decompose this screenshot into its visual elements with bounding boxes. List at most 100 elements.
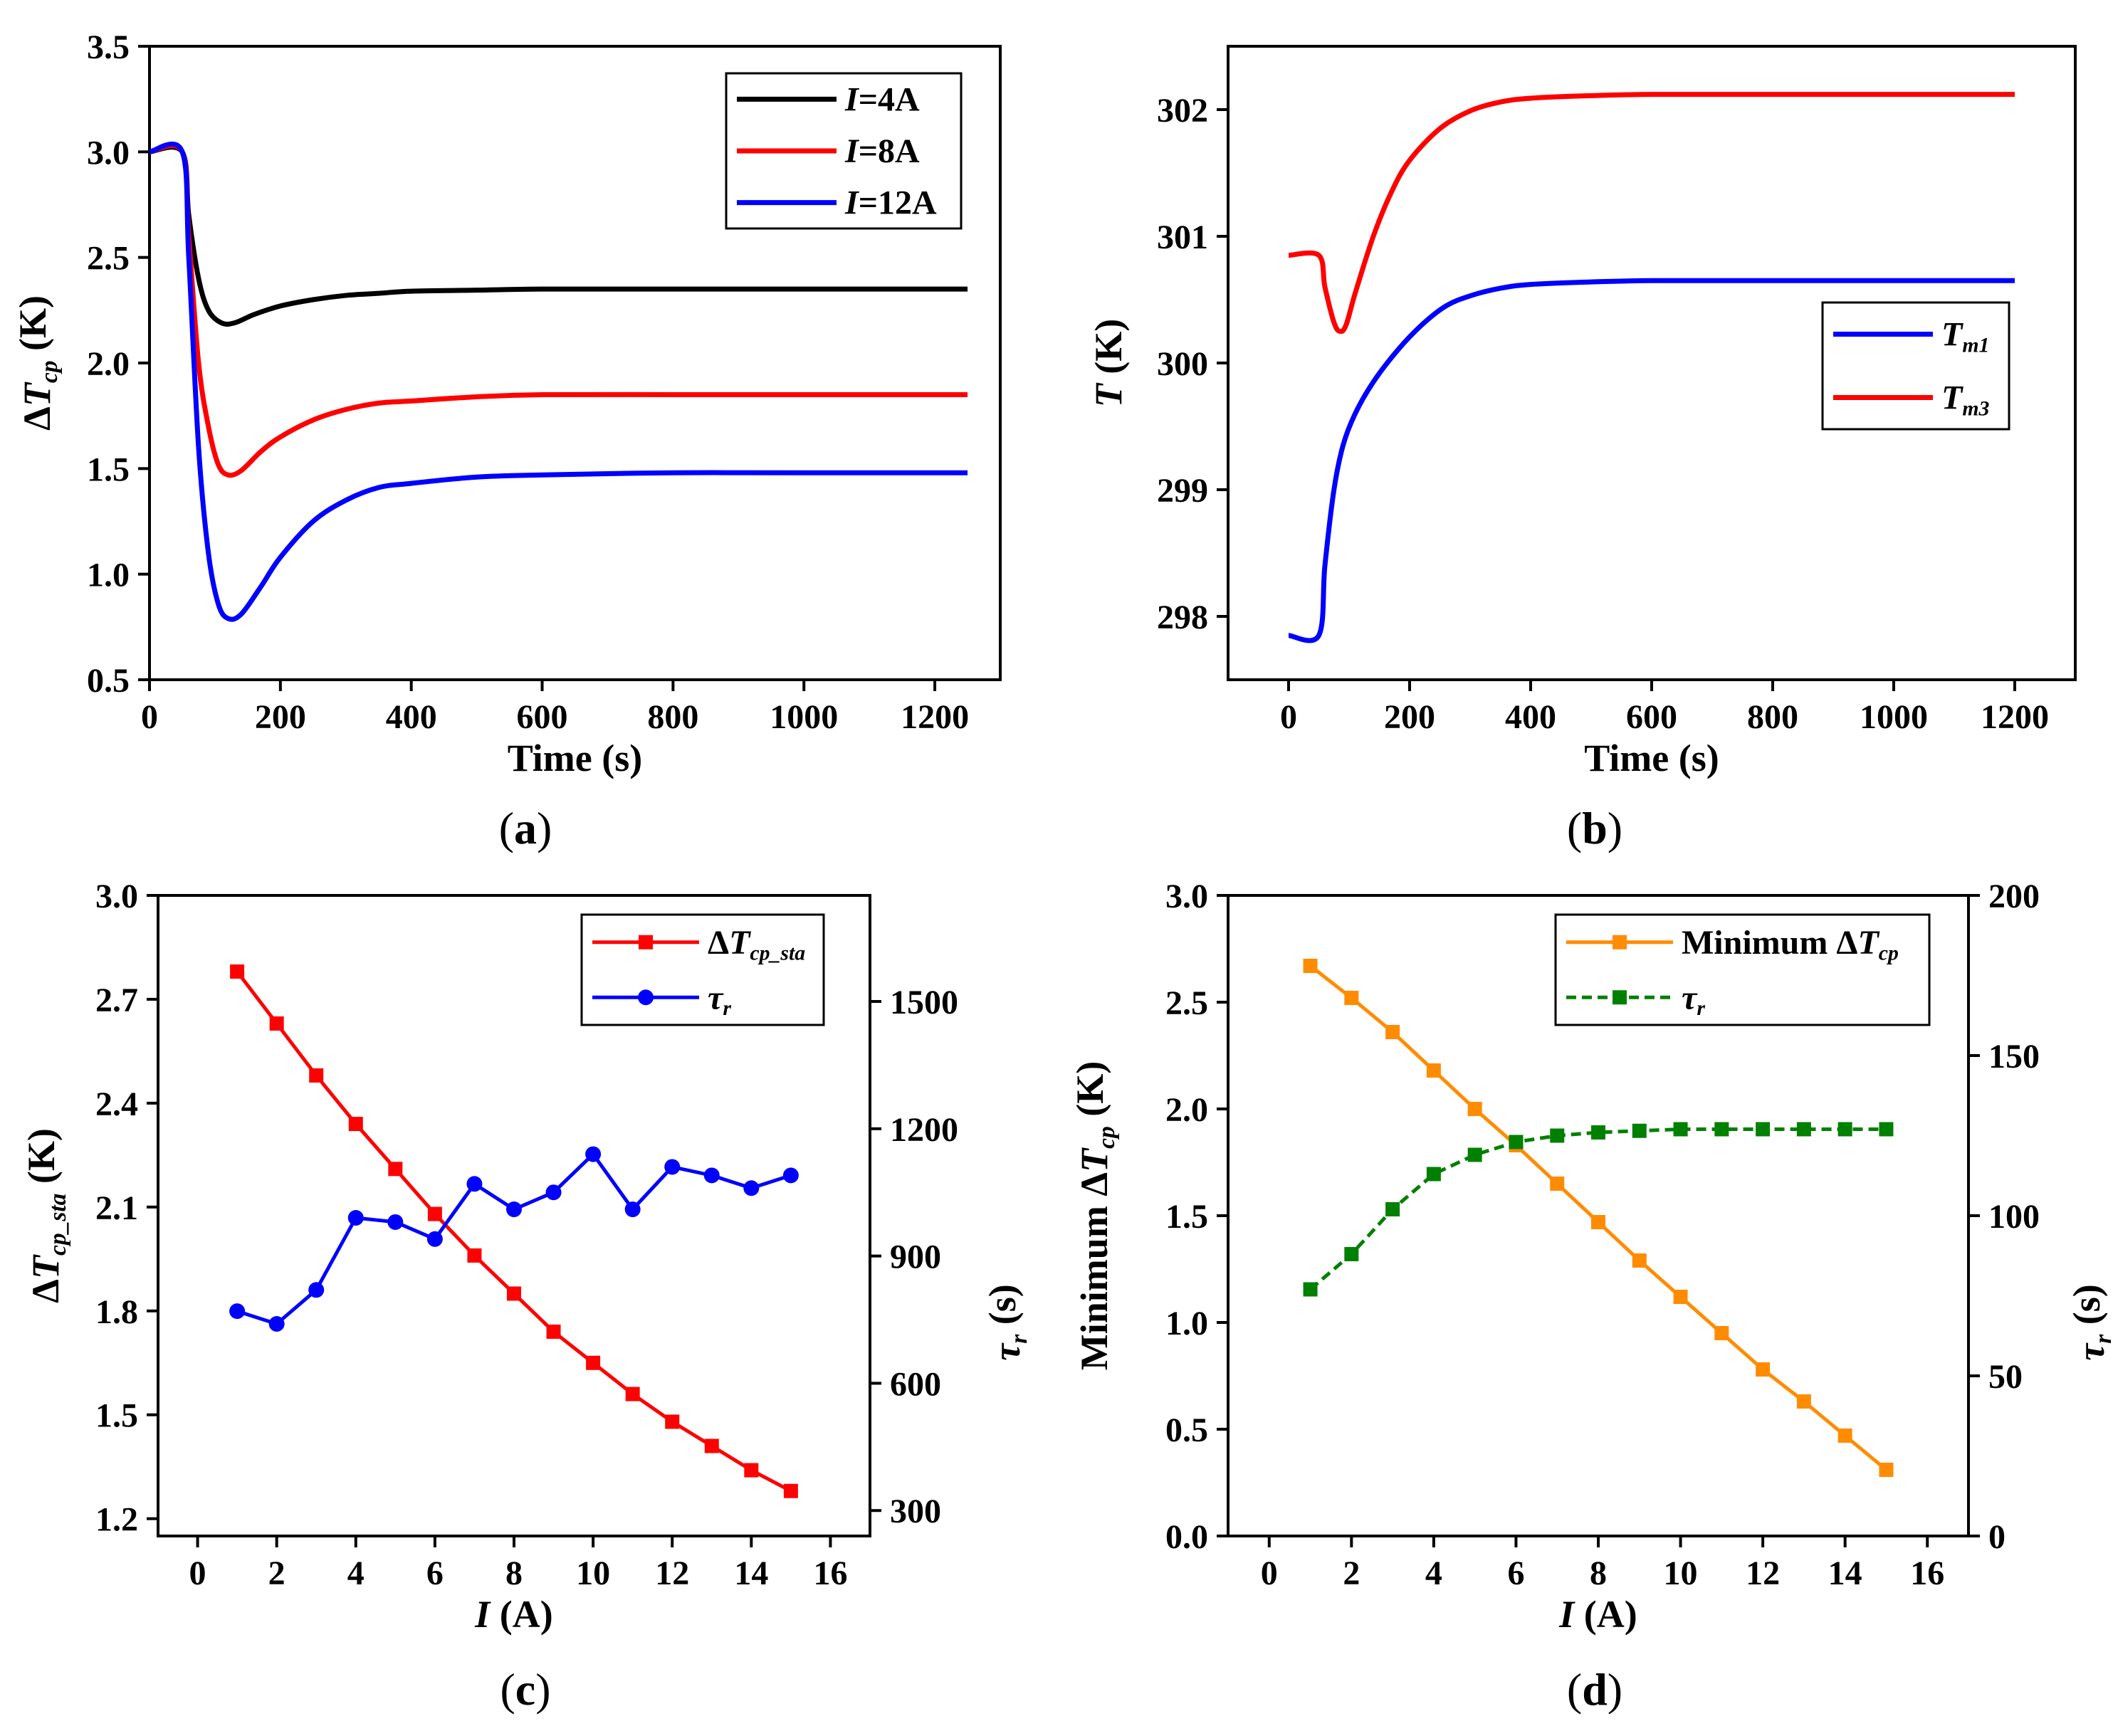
y-tick-label: 2.0 [87,345,130,383]
data-point [1509,1135,1524,1150]
y-right-tick-label: 100 [1988,1198,2040,1236]
panel-label: (b) [1567,803,1622,853]
x-axis-label: Time (s) [1584,737,1719,779]
data-point [426,1231,443,1247]
data-point [229,1303,246,1320]
y-tick-label: 1.5 [87,451,130,488]
data-point [1796,1394,1811,1409]
data-point [586,1355,601,1370]
y-tick-label: 298 [1157,599,1208,636]
data-point [1303,959,1318,973]
data-point [782,1167,799,1184]
y-right-tick-label: 200 [1988,878,2040,915]
legend-marker [638,989,654,1006]
legend-label: Tm1 [1941,316,1989,357]
y-tick-label: 1.8 [95,1293,138,1331]
y-right-axis-label: τr (s) [2065,1284,2113,1360]
x-axis-label: I (A) [1558,1593,1637,1636]
legend-label: I=4A [844,80,920,118]
data-point [1344,991,1359,1005]
y-right-axis-label: τr (s) [981,1284,1032,1360]
x-tick-label: 6 [426,1554,444,1592]
legend-marker [1613,935,1627,949]
legend-box [580,913,825,1026]
x-tick-label: 200 [1384,698,1435,736]
y-tick-label: 3.5 [87,28,130,66]
panel-label: (c) [500,1664,550,1715]
data-point [1467,1102,1482,1116]
x-tick-label: 4 [1425,1554,1442,1592]
data-point [427,1206,442,1221]
x-tick-label: 8 [1590,1554,1607,1592]
data-point [1385,1025,1400,1039]
y-right-tick-label: 0 [1988,1518,2005,1556]
data-point [1879,1463,1894,1477]
y-tick-label: 1.5 [1165,1198,1208,1236]
x-tick-label: 1000 [770,698,838,736]
series-line-1 [149,143,968,478]
panel-label: (a) [499,803,552,853]
chart-b: 0 200 400 600 800 1000 1200 298 299 300 301 302 Time… [1087,45,2077,853]
data-point [1632,1253,1647,1268]
data-point [466,1176,483,1192]
series-line-0 [236,970,792,1493]
chart-d: 0 2 4 6 8 10 12 14 16 0.0 0.5 1.0 1.5 2.0 2.5 3.0 0 50 100… [1069,878,2113,1715]
y-tick-label: 0.5 [1165,1411,1208,1449]
y-tick-label: 302 [1157,92,1208,130]
y-tick-label: 300 [1157,345,1208,383]
x-tick-label: 2 [268,1554,285,1592]
y-right-tick-label: 300 [890,1493,941,1530]
data-point [1756,1122,1771,1137]
y-right-tick-label: 600 [890,1365,941,1403]
legend-label: I=12A [844,184,937,222]
data-point [1550,1128,1565,1143]
data-point [507,1286,521,1301]
data-point [1303,1282,1318,1297]
data-point [347,1209,364,1226]
legend-label: Minimum ΔTcp [1682,924,1899,965]
x-tick-label: 0 [141,698,158,736]
y-tick-label: 1.0 [1165,1305,1208,1342]
data-point [348,1117,363,1132]
data-point [1756,1362,1771,1377]
legend-label: τr [708,979,731,1020]
data-point [1837,1429,1852,1443]
series-line-2 [149,141,968,622]
data-point [1591,1215,1605,1229]
x-tick-label: 12 [1746,1554,1780,1592]
y-right-tick-label: 1200 [890,1111,958,1149]
legend-label: I=8A [844,132,920,170]
data-point [546,1324,561,1339]
data-point [268,1315,285,1332]
y-tick-label: 299 [1157,472,1208,510]
x-tick-label: 6 [1507,1554,1524,1592]
x-tick-label: 1200 [1981,698,2049,736]
data-point [743,1180,760,1196]
data-point [625,1387,640,1401]
x-tick-label: 10 [1664,1554,1698,1592]
y-tick-label: 1.2 [95,1501,138,1539]
x-tick-label: 1200 [901,698,969,736]
x-tick-label: 0 [1261,1554,1278,1592]
data-point [1673,1290,1688,1304]
data-point [624,1201,641,1218]
x-tick-label: 400 [1505,698,1556,736]
data-point [467,1248,482,1263]
y-right-tick-label: 150 [1988,1038,2040,1075]
chart-c: 0 2 4 6 8 10 12 14 16 1.2 1.5 1.8 2.1 2.4 2.7 3.0 300 600… [20,878,1032,1715]
y-axis-label: Minimum ΔTcp (K) [1069,1061,1120,1370]
y-tick-label: 3.0 [1165,878,1208,915]
data-point [703,1167,720,1184]
y-tick-label: 2.7 [95,982,138,1019]
data-point [1385,1202,1400,1216]
series-line-0 [1288,278,2015,643]
x-axis-label: Time (s) [508,737,642,779]
x-tick-label: 400 [386,698,437,736]
data-point [387,1214,404,1230]
x-tick-label: 1000 [1860,698,1928,736]
x-tick-label: 800 [1747,698,1798,736]
legend-marker [1613,990,1627,1005]
x-tick-label: 200 [255,698,306,736]
series-line-1 [1309,1127,1887,1291]
